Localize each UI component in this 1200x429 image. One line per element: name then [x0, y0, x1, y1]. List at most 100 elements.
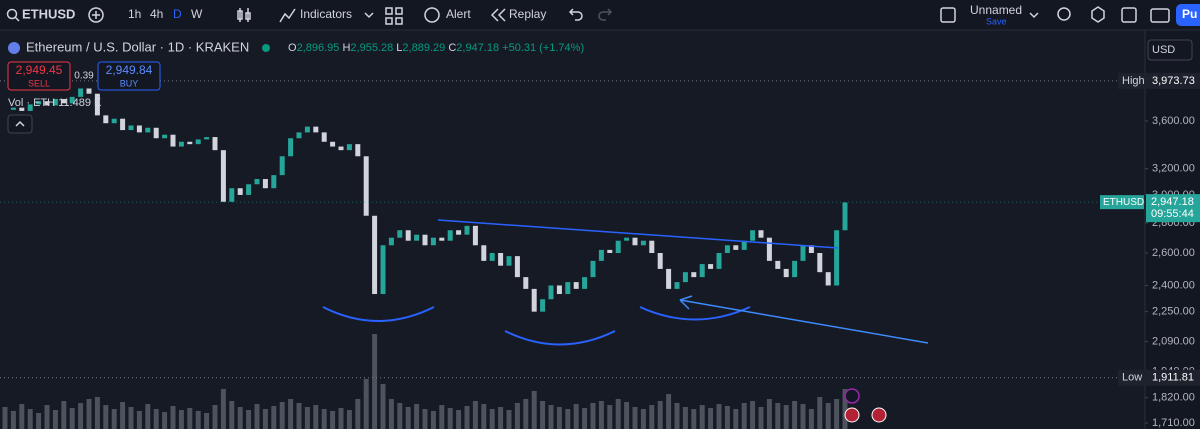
volume-bar — [699, 405, 705, 429]
price-label-box — [1118, 369, 1200, 386]
undo-icon[interactable] — [568, 8, 583, 21]
price-label-box — [1118, 72, 1200, 89]
replay[interactable]: Replay — [509, 7, 546, 21]
event-icon[interactable] — [844, 388, 860, 404]
candle — [111, 118, 117, 124]
sell-button[interactable] — [7, 61, 71, 91]
volume-bar — [212, 405, 218, 429]
y-tick-label: 1,710.00 — [1152, 417, 1195, 429]
candle — [330, 141, 336, 147]
sell-label[interactable]: SELL — [28, 78, 50, 88]
volume-bar — [237, 407, 243, 429]
volume-bar — [506, 410, 512, 429]
candle — [682, 272, 688, 283]
buy-button[interactable] — [97, 61, 161, 91]
volume-bar — [86, 399, 92, 429]
candle — [170, 134, 176, 147]
buy-label[interactable]: BUY — [120, 78, 139, 88]
candle — [10, 107, 16, 110]
candle — [288, 138, 294, 157]
quick-search-icon[interactable] — [1057, 7, 1071, 21]
candle — [783, 268, 789, 278]
snapshot-icon[interactable] — [1150, 8, 1170, 23]
volume-bar — [10, 411, 16, 429]
ohlc-value: 2,947.18 — [456, 42, 499, 54]
currency-box[interactable] — [1147, 39, 1193, 61]
sell-price[interactable]: 2,949.45 — [16, 63, 63, 77]
chevron[interactable] — [1029, 12, 1039, 19]
volume-bar — [136, 411, 142, 429]
trendline — [437, 219, 839, 249]
candle — [523, 277, 529, 289]
ohlc-value: 2,889.29 — [402, 42, 445, 54]
volume-bar — [523, 399, 529, 429]
coin-logo — [8, 42, 20, 54]
candle — [313, 126, 319, 133]
fullscreen-icon[interactable] — [1121, 7, 1137, 23]
volume-bar — [750, 401, 756, 429]
chevron[interactable] — [364, 12, 374, 19]
candle — [27, 104, 33, 111]
y-tick-label: 2,090.00 — [1152, 336, 1195, 348]
drawings — [322, 219, 929, 346]
interval[interactable]: D — [173, 7, 182, 21]
publish-button[interactable] — [1176, 4, 1200, 26]
add-icon[interactable] — [88, 7, 104, 23]
search-icon[interactable] — [6, 8, 18, 20]
candle — [388, 237, 394, 246]
volume-bar — [61, 401, 67, 429]
volume-bar — [481, 404, 487, 429]
volume-bar — [825, 403, 831, 429]
ohlc-value: 2,955.28 — [350, 42, 393, 54]
volume-bar — [573, 404, 579, 429]
layout-status[interactable]: Save — [986, 16, 1007, 26]
indicators[interactable]: Indicators — [300, 7, 352, 21]
candle — [741, 240, 747, 250]
candle — [699, 264, 705, 278]
volume-bar — [615, 399, 621, 429]
layout-name[interactable]: Unnamed — [970, 3, 1022, 17]
candle — [204, 137, 210, 140]
candle — [792, 260, 798, 278]
volume-bar — [649, 405, 655, 429]
candle — [615, 240, 621, 254]
volume-bar — [271, 406, 277, 429]
y-tick-label: 1,820.00 — [1152, 392, 1195, 404]
candle — [52, 99, 58, 106]
volume-bar — [498, 407, 504, 429]
candle — [817, 253, 823, 273]
replay-icon[interactable] — [490, 8, 506, 22]
event-icon[interactable] — [844, 407, 860, 423]
volume-bar — [220, 389, 226, 429]
ohlc-value: 2,896.95 — [297, 42, 340, 54]
alert[interactable]: Alert — [446, 7, 471, 21]
candle — [397, 230, 403, 238]
settings-icon[interactable] — [1091, 6, 1105, 23]
symbol[interactable]: ETHUSD — [22, 6, 75, 21]
chart-type-icon[interactable] — [237, 8, 251, 22]
countdown: 09:55:44 — [1151, 208, 1194, 220]
volume-legend: Vol · ETH 11.489 K — [8, 97, 102, 109]
volume-bar — [456, 410, 462, 429]
layouts-icon[interactable] — [385, 7, 403, 25]
ohlc: O2,896.95 H2,955.28 L2,889.29 C2,947.18 … — [288, 42, 584, 54]
buy-price[interactable]: 2,949.84 — [106, 63, 153, 77]
indicators-icon[interactable] — [279, 8, 296, 23]
interval[interactable]: 1h — [128, 7, 141, 21]
publish[interactable]: Pu — [1182, 7, 1197, 21]
alert-icon[interactable] — [424, 7, 440, 23]
checkbox[interactable] — [940, 7, 956, 23]
volume-bar — [724, 406, 730, 429]
event-icon[interactable] — [871, 407, 887, 423]
collapse-button[interactable] — [7, 114, 33, 134]
volume-bar — [548, 405, 554, 429]
volume-bar — [842, 389, 848, 429]
volume-bar — [682, 407, 688, 429]
interval[interactable]: 4h — [150, 7, 163, 21]
volume-bar — [363, 379, 369, 429]
candle — [61, 99, 67, 104]
candle — [825, 272, 831, 286]
interval[interactable]: W — [191, 7, 203, 21]
candle — [464, 225, 470, 235]
currency[interactable]: USD — [1152, 44, 1175, 56]
